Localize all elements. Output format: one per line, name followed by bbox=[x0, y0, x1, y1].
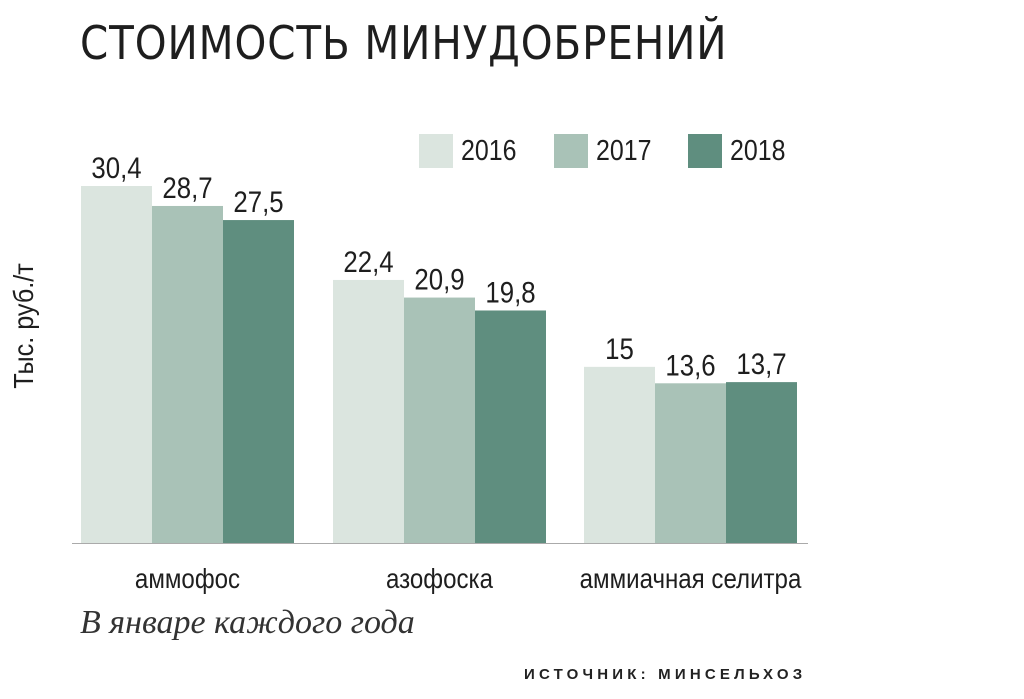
data-label-2016-2: 15 bbox=[605, 332, 634, 365]
chart-note: В январе каждого года bbox=[80, 604, 415, 641]
data-label-2018-1: 19,8 bbox=[485, 276, 535, 309]
chart-legend: 2016 2017 2018 bbox=[419, 131, 795, 171]
bar-2018-2 bbox=[726, 382, 797, 543]
legend-label-2016: 2016 bbox=[461, 134, 517, 167]
legend-swatch-2017 bbox=[553, 134, 588, 168]
chart-title: СТОИМОСТЬ МИНУДОБРЕНИЙ bbox=[80, 16, 728, 70]
bar-2016-2 bbox=[584, 366, 655, 543]
data-label-2017-2: 13,6 bbox=[665, 348, 715, 381]
source-credit: ИСТОЧНИК: МИНСЕЛЬХОЗ bbox=[524, 666, 807, 683]
legend-swatch-2018 bbox=[688, 134, 723, 168]
data-label-2016-0: 30,4 bbox=[91, 151, 141, 184]
legend-item-2017: 2017 bbox=[553, 134, 661, 168]
legend-label-2018: 2018 bbox=[730, 134, 786, 167]
bar-2017-1 bbox=[404, 297, 475, 543]
data-label-2018-0: 27,5 bbox=[233, 185, 283, 218]
category-label-0: аммофос bbox=[135, 562, 240, 594]
data-label-2017-0: 28,7 bbox=[162, 171, 212, 204]
category-label-1: азофоска bbox=[386, 562, 493, 594]
bar-2018-1 bbox=[475, 310, 546, 543]
bar-2018-0 bbox=[223, 220, 294, 544]
legend-swatch-2016 bbox=[419, 134, 453, 168]
bar-2016-0 bbox=[81, 186, 152, 543]
bar-2017-0 bbox=[152, 205, 223, 544]
legend-item-2016: 2016 bbox=[419, 134, 526, 168]
legend-item-2018: 2018 bbox=[688, 134, 795, 168]
data-label-2018-2: 13,7 bbox=[736, 347, 786, 380]
bar-2017-2 bbox=[655, 383, 726, 543]
legend-label-2017: 2017 bbox=[595, 134, 651, 167]
bar-2016-1 bbox=[333, 279, 404, 543]
data-label-2017-1: 20,9 bbox=[414, 263, 464, 296]
category-label-2: аммиачная селитра bbox=[580, 562, 802, 594]
data-label-2016-1: 22,4 bbox=[343, 245, 393, 278]
